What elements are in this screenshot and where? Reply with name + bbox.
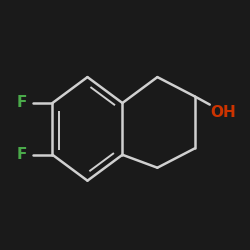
Text: F: F	[16, 96, 26, 110]
Text: OH: OH	[210, 104, 236, 120]
Text: F: F	[16, 147, 26, 162]
